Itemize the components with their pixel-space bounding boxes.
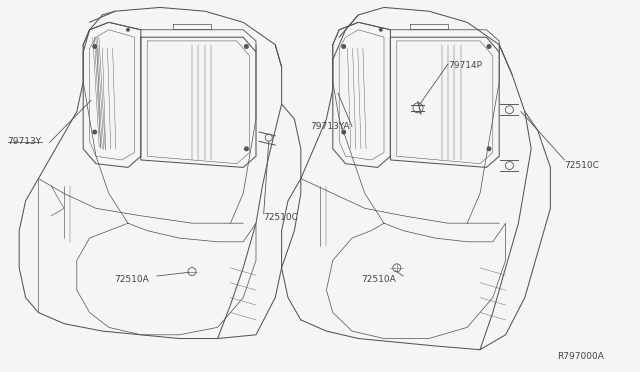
Circle shape (379, 28, 383, 32)
Circle shape (341, 44, 346, 49)
Circle shape (486, 44, 492, 49)
Text: 72510A: 72510A (362, 275, 396, 284)
Text: 79713Y: 79713Y (8, 137, 42, 146)
Circle shape (486, 146, 492, 151)
Circle shape (92, 129, 97, 135)
Circle shape (341, 129, 346, 135)
Text: 79714P: 79714P (448, 61, 482, 70)
Text: R797000A: R797000A (557, 352, 604, 361)
Text: 72510C: 72510C (564, 161, 599, 170)
Circle shape (244, 146, 249, 151)
Circle shape (126, 28, 130, 32)
Text: 72510A: 72510A (114, 275, 148, 284)
Text: 72510C: 72510C (264, 213, 298, 222)
Circle shape (244, 44, 249, 49)
Circle shape (92, 44, 97, 49)
Text: 79713YA: 79713YA (310, 122, 349, 131)
